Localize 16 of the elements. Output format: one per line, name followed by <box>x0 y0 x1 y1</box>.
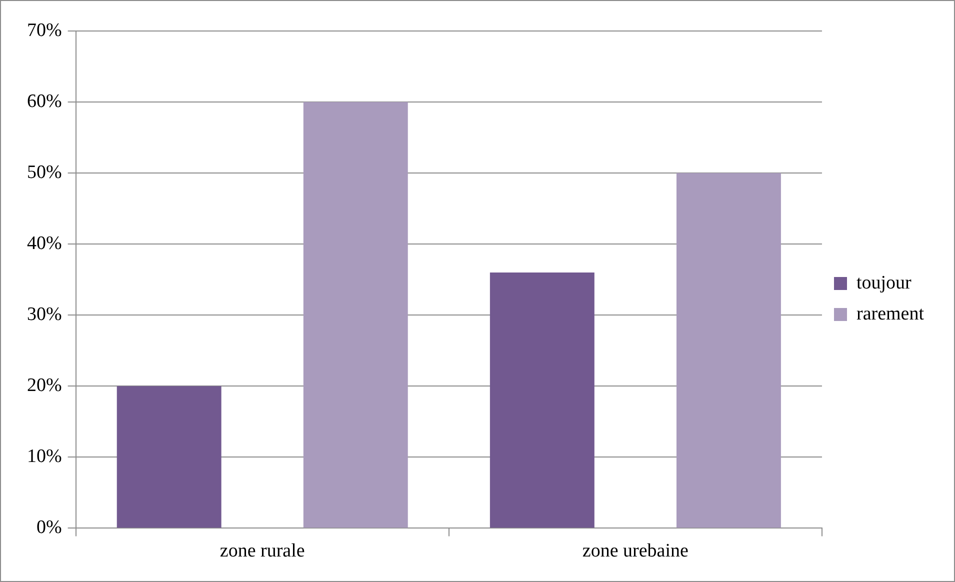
y-tick-label: 60% <box>27 91 62 112</box>
y-tick-label: 50% <box>27 162 62 184</box>
legend-label: rarement <box>856 303 925 324</box>
y-tick-label: 30% <box>27 304 62 326</box>
x-tick-label: zone urebaine <box>582 540 688 562</box>
legend-label: toujour <box>856 272 912 294</box>
y-tick-label: 20% <box>27 375 62 396</box>
bar <box>116 386 222 528</box>
bar <box>490 272 594 528</box>
bar <box>303 102 408 528</box>
y-tick-label: 70% <box>27 20 62 41</box>
bar <box>676 173 781 528</box>
y-tick-label: 10% <box>27 446 62 468</box>
y-tick-label: 0% <box>36 517 62 538</box>
y-tick-label: 40% <box>27 233 62 254</box>
x-tick-label: zone rurale <box>220 540 305 562</box>
